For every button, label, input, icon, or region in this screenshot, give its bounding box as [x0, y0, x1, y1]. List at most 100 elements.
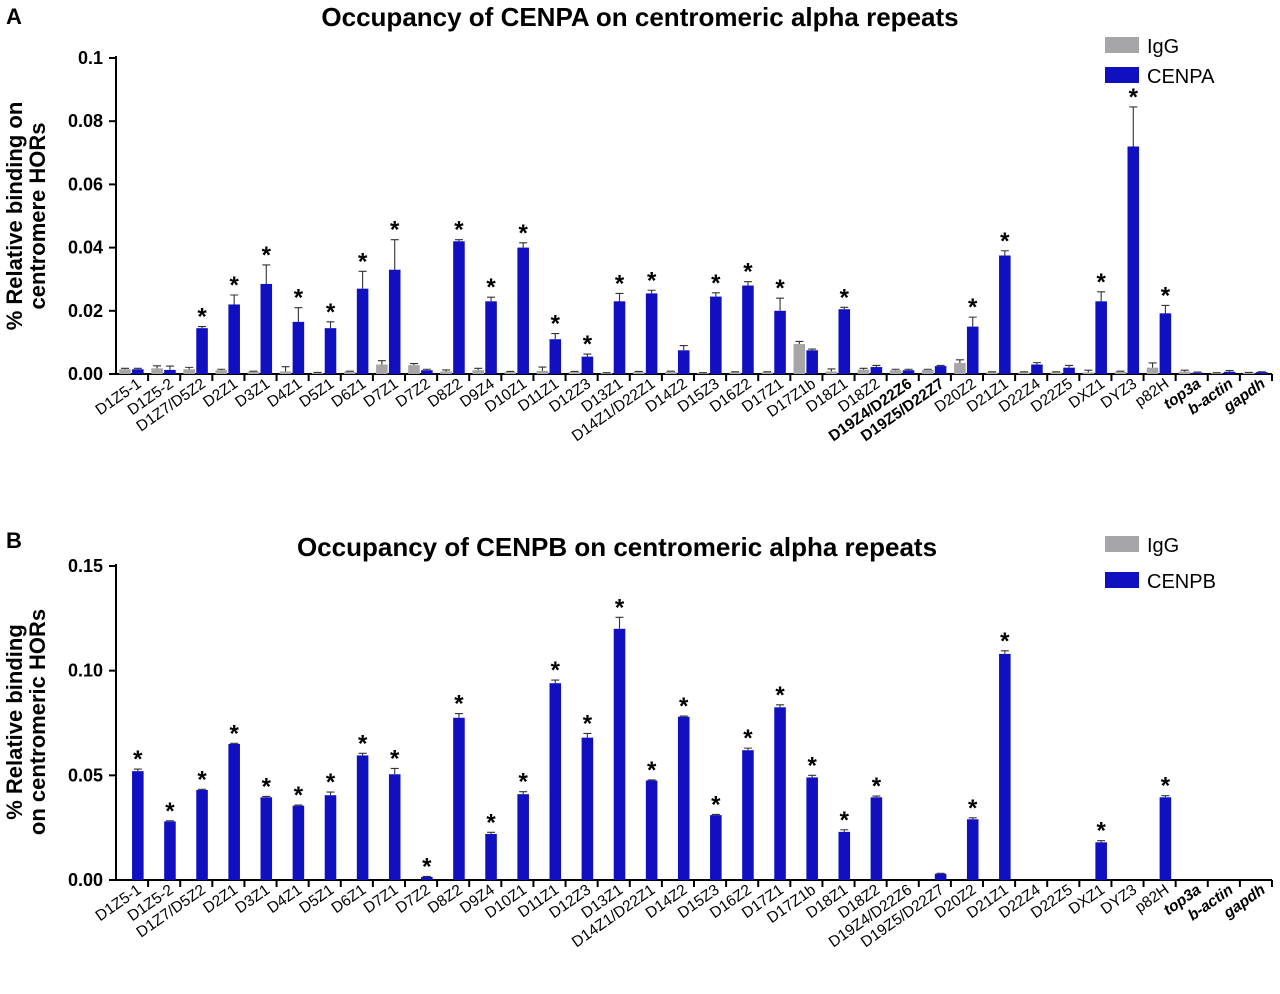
chart-a-bar-target — [324, 328, 337, 374]
chart-b-bar-target — [677, 716, 690, 880]
chart-b-bar-target — [581, 737, 594, 880]
chart-a-bar-igg — [857, 369, 870, 374]
chart-a-bar-target — [1063, 367, 1075, 374]
chart-a-significance-star: * — [229, 272, 239, 299]
chart-a-significance-star: * — [615, 270, 625, 297]
chart-panel-b: B Occupancy of CENPB on centromeric alph… — [2, 528, 1273, 951]
chart-a-significance-star: * — [583, 331, 593, 358]
chart-a-errorbar-igg — [538, 366, 547, 371]
chart-a-errorbar-target — [487, 296, 496, 302]
chart-a-bar-igg — [793, 343, 806, 374]
chart-a-bar-igg — [1210, 373, 1223, 374]
chart-a-bar-igg — [472, 370, 484, 374]
chart-a-errorbar-target — [1225, 369, 1234, 372]
chart-a-errorbar-target — [872, 364, 881, 368]
chart-b-x-tick-label: D4Z1 — [264, 881, 305, 917]
chart-a-errorbar-igg — [1084, 369, 1093, 373]
chart-b-significance-star: * — [583, 710, 593, 737]
chart-a-errorbar-target — [230, 294, 239, 305]
chart-a-errorbar-target — [936, 364, 945, 367]
chart-a-bar-target — [645, 293, 658, 374]
chart-a-bar-target — [613, 301, 626, 374]
chart-b-x-tick-label: D8Z2 — [425, 881, 466, 917]
chart-a-errorbar-igg — [795, 340, 804, 344]
chart-b-errorbar-target — [583, 732, 592, 738]
chart-a-significance-star: * — [968, 294, 978, 321]
chart-a-bar-igg — [215, 370, 228, 374]
chart-b-significance-star: * — [968, 795, 978, 822]
chart-a-errorbar-igg — [281, 366, 290, 372]
chart-a-bar-igg — [1018, 372, 1030, 374]
chart-b-errorbar-target — [872, 795, 881, 798]
chart-a-bar-target — [934, 366, 947, 374]
chart-a-errorbar-igg — [442, 369, 451, 372]
chart-a-errorbar-target — [743, 281, 752, 286]
chart-a-x-tick-label: DXZ1 — [1066, 375, 1108, 412]
chart-b-errorbar-target — [390, 767, 399, 775]
chart-a-bar-igg — [504, 372, 517, 374]
chart-a-errorbar-igg — [506, 370, 515, 373]
chart-a-bar-igg — [1146, 367, 1159, 374]
chart-a-bar-target — [1127, 146, 1140, 374]
legend-swatch-igg — [1105, 536, 1139, 552]
chart-a-bar-target — [517, 247, 529, 374]
chart-a-significance-star: * — [1161, 282, 1171, 309]
chart-b-x-tick-label: DYZ3 — [1098, 881, 1140, 918]
chart-a-errorbar-igg — [891, 368, 900, 371]
chart-panel-a: A Occupancy of CENPA on centromeric alph… — [2, 2, 1273, 445]
chart-b-bar-target — [549, 683, 562, 880]
chart-b-errorbar-target — [840, 829, 849, 832]
chart-a-significance-star: * — [647, 267, 657, 294]
chart-b-significance-star: * — [326, 769, 336, 796]
chart-a-errorbar-igg — [763, 371, 772, 373]
chart-b-significance-star: * — [262, 773, 272, 800]
chart-a-errorbar-target — [294, 307, 303, 322]
chart-a-errorbar-target — [133, 367, 142, 370]
chart-a-errorbar-igg — [313, 371, 322, 374]
chart-a-errorbar-target — [1032, 362, 1041, 365]
chart-a-errorbar-target — [165, 365, 174, 370]
chart-a-plot-area: 0.000.020.040.060.080.1D1Z5-1D1Z5-2*D1Z7… — [68, 48, 1273, 445]
chart-b-y-tick-label: 0.05 — [68, 765, 103, 785]
chart-a-bar-target — [774, 310, 786, 374]
chart-a-errorbar-igg — [1148, 362, 1157, 368]
chart-b-significance-star: * — [711, 791, 721, 818]
chart-a-errorbar-target — [262, 264, 271, 284]
chart-b-errorbar-target — [326, 791, 335, 796]
chart-b-bar-target — [1095, 842, 1107, 880]
chart-b-errorbar-target — [647, 779, 656, 781]
chart-a-significance-star: * — [840, 284, 850, 311]
chart-b-x-tick-label: D2Z1 — [200, 881, 241, 917]
chart-b-x-tick-label: D6Z1 — [329, 881, 370, 917]
chart-a-significance-star: * — [294, 285, 304, 312]
chart-b-significance-star: * — [1000, 628, 1010, 655]
chart-b-ylabel-line-2: on centromeric HORs — [25, 609, 50, 835]
chart-b-bar-target — [645, 780, 658, 880]
chart-a-legend: IgG CENPA — [1105, 36, 1215, 88]
chart-b-bar-target — [324, 795, 337, 880]
chart-a-significance-star: * — [326, 299, 336, 326]
legend-swatch-cenpa — [1105, 67, 1139, 83]
chart-a-bar-igg — [151, 368, 163, 374]
chart-b-bar-target — [517, 794, 529, 880]
chart-a-bar-target — [549, 339, 562, 374]
chart-a-bar-igg — [600, 373, 613, 374]
chart-b-ylabel-line-1: % Relative binding — [2, 624, 27, 820]
chart-b-errorbar-target — [358, 752, 367, 756]
chart-a-errorbar-igg — [987, 371, 996, 373]
chart-a-bar-target — [1159, 313, 1172, 374]
chart-b-errorbar-target — [968, 817, 977, 820]
chart-a-bar-target — [1223, 371, 1236, 374]
chart-b-bar-target — [453, 717, 465, 880]
chart-a-bar-target — [677, 350, 690, 374]
chart-a-errorbar-target — [454, 239, 463, 242]
chart-b-significance-star: * — [294, 782, 304, 809]
chart-b-plot-area: 0.000.050.100.15*D1Z5-1*D1Z5-2*D1Z7/D5Z2… — [68, 556, 1273, 951]
chart-a-x-tick-label: D2Z1 — [200, 375, 241, 411]
chart-a-bar-igg — [247, 371, 260, 374]
chart-a-errorbar-igg — [1020, 371, 1029, 373]
chart-b-bar-target — [838, 831, 851, 880]
chart-a-y-tick-label: 0.00 — [68, 364, 103, 384]
chart-a-x-tick-label: D7Z2 — [393, 375, 434, 411]
chart-a-x-tick-label: D7Z1 — [361, 375, 402, 411]
